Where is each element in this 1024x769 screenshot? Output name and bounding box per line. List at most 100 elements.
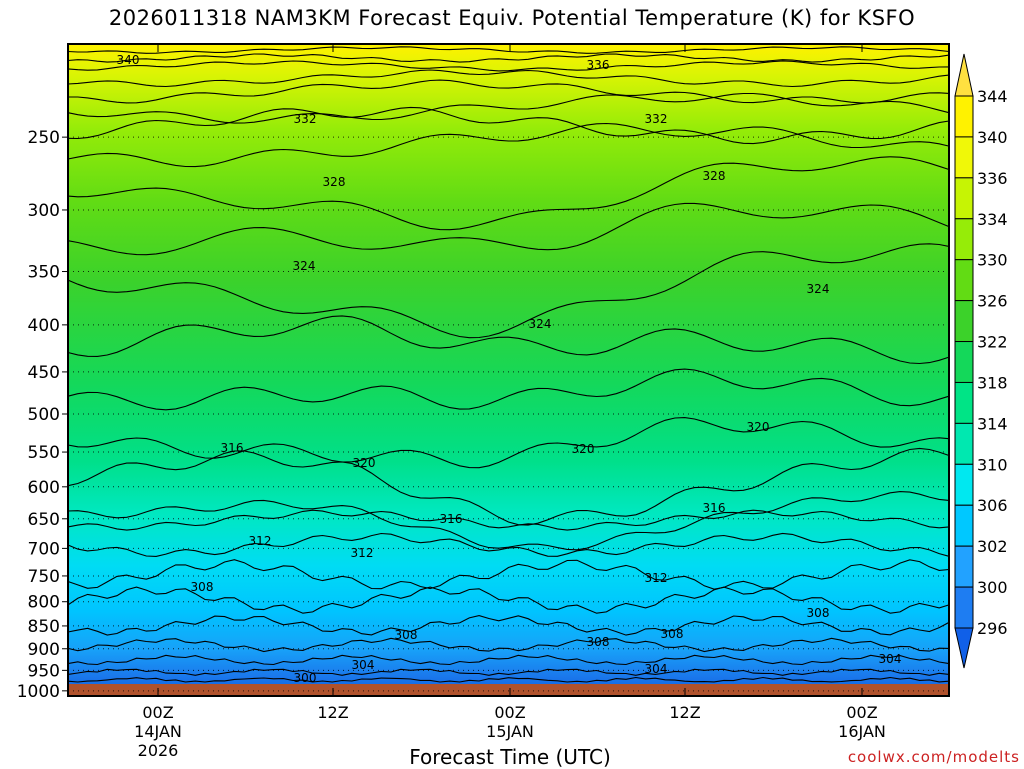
- contour-label: 308: [661, 627, 684, 641]
- contour-line: [67, 92, 950, 124]
- contour-line: [68, 79, 950, 104]
- contour-line: [67, 106, 950, 145]
- colorbar-segment: [954, 381, 974, 424]
- y-tick-label: 300: [28, 201, 60, 221]
- colorbar-top-arrow: [954, 53, 974, 97]
- contour-line: [67, 559, 950, 590]
- colorbar-segment: [954, 545, 974, 588]
- contour-line: [67, 654, 950, 666]
- y-tick-label: 500: [28, 405, 60, 425]
- contour-label: 324: [293, 259, 316, 273]
- contour-label: 308: [191, 580, 214, 594]
- contour-line: [67, 676, 950, 683]
- y-tick-label: 650: [28, 510, 60, 530]
- colorbar-segment: [954, 586, 974, 629]
- contour-labels: 340 336 332 332 328 328 324 324 324 320 320 320 316 3…: [117, 53, 902, 685]
- y-tick-label: 750: [28, 567, 60, 587]
- x-axis-label: Forecast Time (UTC): [409, 745, 611, 769]
- contour-label: 308: [807, 606, 830, 620]
- contour-label: 336: [587, 58, 610, 72]
- colorbar-tick-label: 302: [977, 537, 1008, 556]
- contour-line: [67, 509, 950, 531]
- plot-field: [68, 44, 949, 696]
- colorbar-tick-label: 318: [977, 373, 1008, 392]
- colorbar-segment: [954, 504, 974, 547]
- contour-label: 332: [645, 112, 668, 126]
- y-tick-label: 800: [28, 593, 60, 613]
- contour-label: 316: [221, 441, 244, 455]
- contour-line: [67, 615, 950, 636]
- y-tick-label: 600: [28, 478, 60, 498]
- contour-line: [67, 69, 950, 88]
- x-tick-date: 16JAN: [838, 722, 886, 741]
- grid-lines: [68, 136, 949, 692]
- colorbar-tick-label: 314: [977, 414, 1008, 433]
- colorbar-tick-label: 344: [977, 87, 1008, 106]
- y-tick-label: 950: [28, 661, 60, 681]
- contour-line: [67, 668, 950, 676]
- contour-line: [67, 447, 950, 526]
- contour-line: [67, 60, 950, 72]
- y-tick-label: 350: [28, 263, 60, 283]
- contour-label: 312: [351, 546, 374, 560]
- y-tick-label: 900: [28, 640, 60, 660]
- colorbar-segment: [954, 463, 974, 506]
- colorbar-tick-label: 326: [977, 292, 1008, 311]
- x-tick-year: 2026: [138, 741, 179, 760]
- contour-line: [67, 586, 950, 614]
- contour-label: 320: [353, 456, 376, 470]
- plot-frame: [67, 43, 950, 697]
- contour-line: [67, 122, 950, 168]
- contour-label: 312: [645, 571, 668, 585]
- contour-line: [67, 156, 950, 231]
- colorbar-tick-label: 330: [977, 251, 1008, 270]
- contour-line: [67, 417, 950, 469]
- contour-line: [67, 243, 950, 339]
- colorbar-segment: [954, 95, 974, 138]
- x-tick-label: 12Z: [317, 703, 348, 722]
- y-tick-label: 1000: [17, 682, 60, 702]
- colorbar-tick-label: 340: [977, 128, 1008, 147]
- colorbar-segment: [954, 341, 974, 383]
- x-tick-label: 12Z: [669, 703, 700, 722]
- y-tick-label: 700: [28, 539, 60, 559]
- credit-link[interactable]: coolwx.com/modelts: [847, 748, 1020, 766]
- x-tick-label: 00Z: [846, 703, 877, 722]
- y-tick-label: 450: [28, 363, 60, 383]
- contour-label: 316: [440, 512, 463, 526]
- colorbar-tick-label: 322: [977, 333, 1008, 352]
- y-tick-label: 550: [28, 443, 60, 463]
- contour-label: 320: [747, 420, 770, 434]
- colorbar-tick-label: 334: [977, 210, 1008, 229]
- contour-line: [67, 491, 950, 551]
- contour-label: 328: [703, 169, 726, 183]
- plot-border: [67, 43, 950, 697]
- x-tick-label: 00Z: [142, 703, 173, 722]
- contour-line: [67, 46, 950, 54]
- colorbar: 344 340 336 334 330 326 322 318 314 310 306 302 300 2…: [954, 53, 1008, 669]
- colorbar-segment: [954, 177, 974, 220]
- colorbar-tick-label: 296: [977, 619, 1008, 638]
- contour-label: 324: [529, 317, 552, 331]
- y-tick-label: 850: [28, 617, 60, 637]
- contour-line: [67, 53, 950, 63]
- field-gradient: [68, 44, 949, 696]
- y-tick-label: 400: [28, 316, 60, 336]
- contour-label: 312: [249, 534, 272, 548]
- colorbar-segment: [954, 300, 974, 343]
- colorbar-segment: [954, 136, 974, 179]
- contour-label: 304: [645, 662, 668, 676]
- colorbar-bottom-arrow: [954, 627, 974, 669]
- y-tick-label: 250: [28, 128, 60, 148]
- contour-label: 328: [323, 175, 346, 189]
- contour-label: 304: [352, 658, 375, 672]
- contour-label: 324: [807, 282, 830, 296]
- contour-label: 332: [294, 112, 317, 126]
- colorbar-tick-label: 336: [977, 169, 1008, 188]
- x-tick-date: 15JAN: [486, 722, 534, 741]
- contour-label: 300: [294, 671, 317, 685]
- contour-label: 316: [703, 501, 726, 515]
- colorbar-tick-label: 306: [977, 496, 1008, 515]
